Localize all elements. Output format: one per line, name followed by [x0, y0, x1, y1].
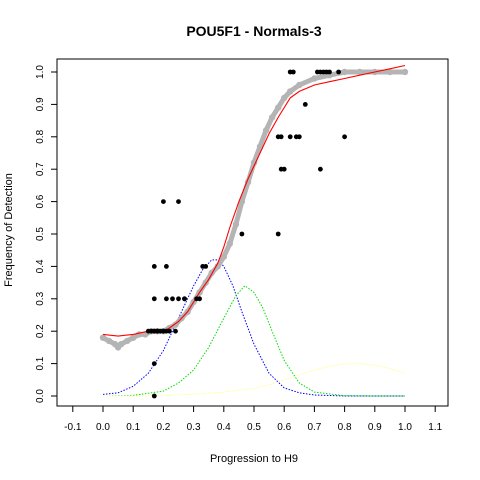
observed-point: [176, 199, 181, 205]
observed-points: [145, 69, 347, 399]
density-curve-3: [103, 363, 406, 397]
x-tick-label: -0.1: [64, 422, 82, 433]
observed-point: [151, 296, 157, 302]
x-tick-label: 0.0: [96, 422, 110, 433]
observed-point: [203, 264, 209, 269]
observed-point: [176, 296, 181, 302]
y-axis: 0.0 0.1 0.2 0.3 0.4 0.5 0.6 0.7 0.8 0.9 1.0: [35, 65, 57, 403]
y-tick-label: 0.0: [35, 389, 46, 403]
x-tick-label: 0.7: [307, 422, 321, 433]
observed-point: [167, 328, 172, 334]
y-tick-label: 0.4: [35, 259, 46, 273]
y-tick-label: 0.2: [35, 324, 46, 338]
observed-point: [278, 134, 284, 140]
observed-point: [336, 69, 341, 75]
observed-point: [239, 231, 245, 237]
fitted-curve-line: [102, 64, 406, 337]
x-tick-label: 0.5: [247, 422, 261, 433]
x-tick-label: 0.3: [187, 422, 201, 433]
x-tick-label: 0.4: [217, 422, 231, 433]
y-tick-label: 0.1: [35, 356, 46, 370]
observed-point: [290, 69, 296, 75]
y-tick-label: 0.8: [35, 129, 46, 143]
observed-point: [164, 264, 169, 269]
fitted-curve: [102, 64, 406, 337]
observed-point: [296, 134, 302, 140]
observed-point: [342, 134, 347, 140]
observed-point: [151, 361, 157, 366]
x-tick-label: 0.9: [368, 422, 382, 433]
x-tick-label: 0.1: [126, 422, 140, 433]
x-tick-label: 1.1: [428, 422, 442, 433]
observed-point: [151, 264, 157, 269]
x-tick-label: 0.2: [156, 422, 170, 433]
observed-point: [318, 166, 323, 172]
x-tick-label: 0.6: [277, 422, 291, 433]
observed-point: [161, 199, 166, 205]
observed-point: [151, 393, 157, 399]
y-tick-label: 0.7: [35, 162, 46, 176]
observed-point: [287, 134, 293, 140]
chart-title: POU5F1 - Normals-3: [186, 23, 322, 39]
observed-point: [170, 296, 175, 302]
observed-point: [281, 166, 287, 172]
observed-point: [302, 102, 308, 107]
y-tick-label: 1.0: [35, 65, 46, 79]
x-axis: -0.1 0.0 0.1 0.2 0.3 0.4 0.5 0.6 0.7 0.8 0.9 1.0 1.1: [64, 406, 443, 433]
observed-point: [275, 231, 281, 237]
y-axis-label: Frequency of Detection: [3, 173, 15, 287]
y-tick-label: 0.6: [35, 194, 46, 208]
x-axis-label: Progression to H9: [210, 453, 298, 465]
density-curve-2: [102, 285, 405, 397]
observed-point: [182, 296, 187, 302]
smoothed-band: [100, 69, 408, 350]
observed-point: [327, 69, 332, 75]
observed-point: [173, 328, 178, 334]
y-tick-label: 0.5: [35, 227, 46, 241]
x-tick-label: 0.8: [338, 422, 352, 433]
observed-point: [164, 296, 169, 302]
x-tick-label: 1.0: [398, 422, 412, 433]
y-tick-label: 0.3: [35, 291, 46, 305]
plot-area-frame: [56, 58, 449, 407]
observed-point: [197, 296, 203, 302]
y-tick-label: 0.9: [35, 97, 46, 111]
